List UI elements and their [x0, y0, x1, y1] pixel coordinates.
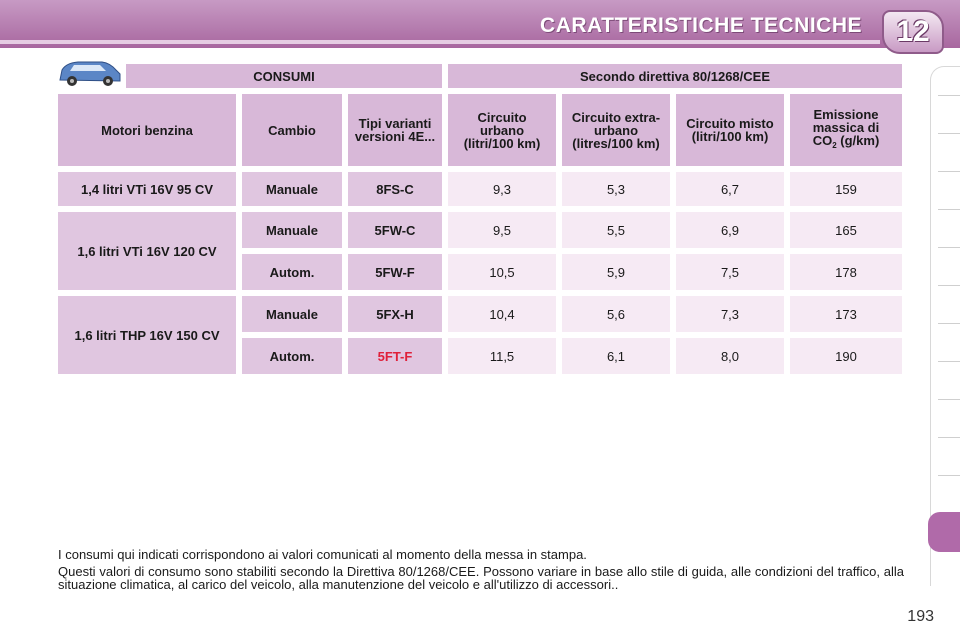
side-tab-divider — [938, 475, 960, 476]
extra-urban-value: 5,9 — [562, 254, 670, 290]
side-tab-divider — [938, 361, 960, 362]
co2-value: 178 — [790, 254, 902, 290]
side-tab-divider — [938, 133, 960, 134]
co2-value: 190 — [790, 338, 902, 374]
type-cell: 5FW-F — [348, 254, 442, 290]
directive-header: Secondo direttiva 80/1268/CEE — [448, 64, 902, 88]
page-title: CARATTERISTICHE TECNICHE — [540, 14, 862, 37]
side-tab-divider — [938, 171, 960, 172]
urban-value: 10,5 — [448, 254, 556, 290]
co2-header-prefix: Emissione massica di CO — [812, 107, 880, 148]
consumi-header: CONSUMI — [126, 64, 442, 88]
extra-urban-value: 6,1 — [562, 338, 670, 374]
side-tab-strip — [930, 66, 960, 586]
co2-value: 173 — [790, 296, 902, 332]
mixed-value: 6,7 — [676, 172, 784, 206]
header-band — [0, 0, 960, 48]
type-cell: 8FS-C — [348, 172, 442, 206]
gearbox-cell: Autom. — [242, 254, 342, 290]
engine-label: 1,6 litri THP 16V 150 CV — [58, 296, 236, 374]
col-header-co2: Emissione massica di CO2 (g/km) — [790, 94, 902, 166]
gearbox-cell: Manuale — [242, 212, 342, 248]
mixed-value: 6,9 — [676, 212, 784, 248]
urban-value: 9,3 — [448, 172, 556, 206]
type-cell: 5FW-C — [348, 212, 442, 248]
col-header-extra-urban: Circuito extra-urbano (litres/100 km) — [562, 94, 670, 166]
side-tab-divider — [938, 285, 960, 286]
type-cell: 5FX-H — [348, 296, 442, 332]
gearbox-cell: Manuale — [242, 172, 342, 206]
side-tab-active[interactable] — [928, 512, 960, 552]
co2-header-sub: 2 — [832, 141, 837, 150]
urban-value: 11,5 — [448, 338, 556, 374]
extra-urban-value: 5,6 — [562, 296, 670, 332]
co2-value: 159 — [790, 172, 902, 206]
chapter-number: 12 — [896, 15, 930, 48]
note-line-1: I consumi qui indicati corrispondono ai … — [58, 547, 587, 562]
mixed-value: 8,0 — [676, 338, 784, 374]
engine-label: 1,6 litri VTi 16V 120 CV — [58, 212, 236, 290]
mixed-value: 7,3 — [676, 296, 784, 332]
co2-header-text: Emissione massica di CO2 (g/km) — [802, 108, 890, 152]
col-header-urban: Circuito urbano (litri/100 km) — [448, 94, 556, 166]
gearbox-cell: Manuale — [242, 296, 342, 332]
mixed-value: 7,5 — [676, 254, 784, 290]
col-header-gearbox: Cambio — [242, 94, 342, 166]
col-header-mixed: Circuito misto (litri/100 km) — [676, 94, 784, 166]
col-header-type: Tipi varianti versioni 4E... — [348, 94, 442, 166]
side-tab-divider — [938, 247, 960, 248]
side-tab-divider — [938, 399, 960, 400]
col-header-engine: Motori benzina — [58, 94, 236, 166]
type-cell-highlight: 5FT-F — [348, 338, 442, 374]
side-tab-divider — [938, 437, 960, 438]
urban-value: 9,5 — [448, 212, 556, 248]
co2-header-suffix: (g/km) — [836, 133, 880, 148]
co2-value: 165 — [790, 212, 902, 248]
extra-urban-value: 5,3 — [562, 172, 670, 206]
side-tab-divider — [938, 209, 960, 210]
chapter-badge: 12 — [882, 10, 944, 54]
engine-label: 1,4 litri VTi 16V 95 CV — [58, 172, 236, 206]
page-number: 193 — [907, 608, 934, 625]
side-tab-divider — [938, 323, 960, 324]
urban-value: 10,4 — [448, 296, 556, 332]
extra-urban-value: 5,5 — [562, 212, 670, 248]
gearbox-cell: Autom. — [242, 338, 342, 374]
car-icon — [59, 61, 121, 86]
note-line-2: Questi valori di consumo sono stabiliti … — [58, 564, 904, 592]
side-tab-divider — [938, 95, 960, 96]
notes-section: I consumi qui indicati corrispondono ai … — [58, 548, 904, 595]
